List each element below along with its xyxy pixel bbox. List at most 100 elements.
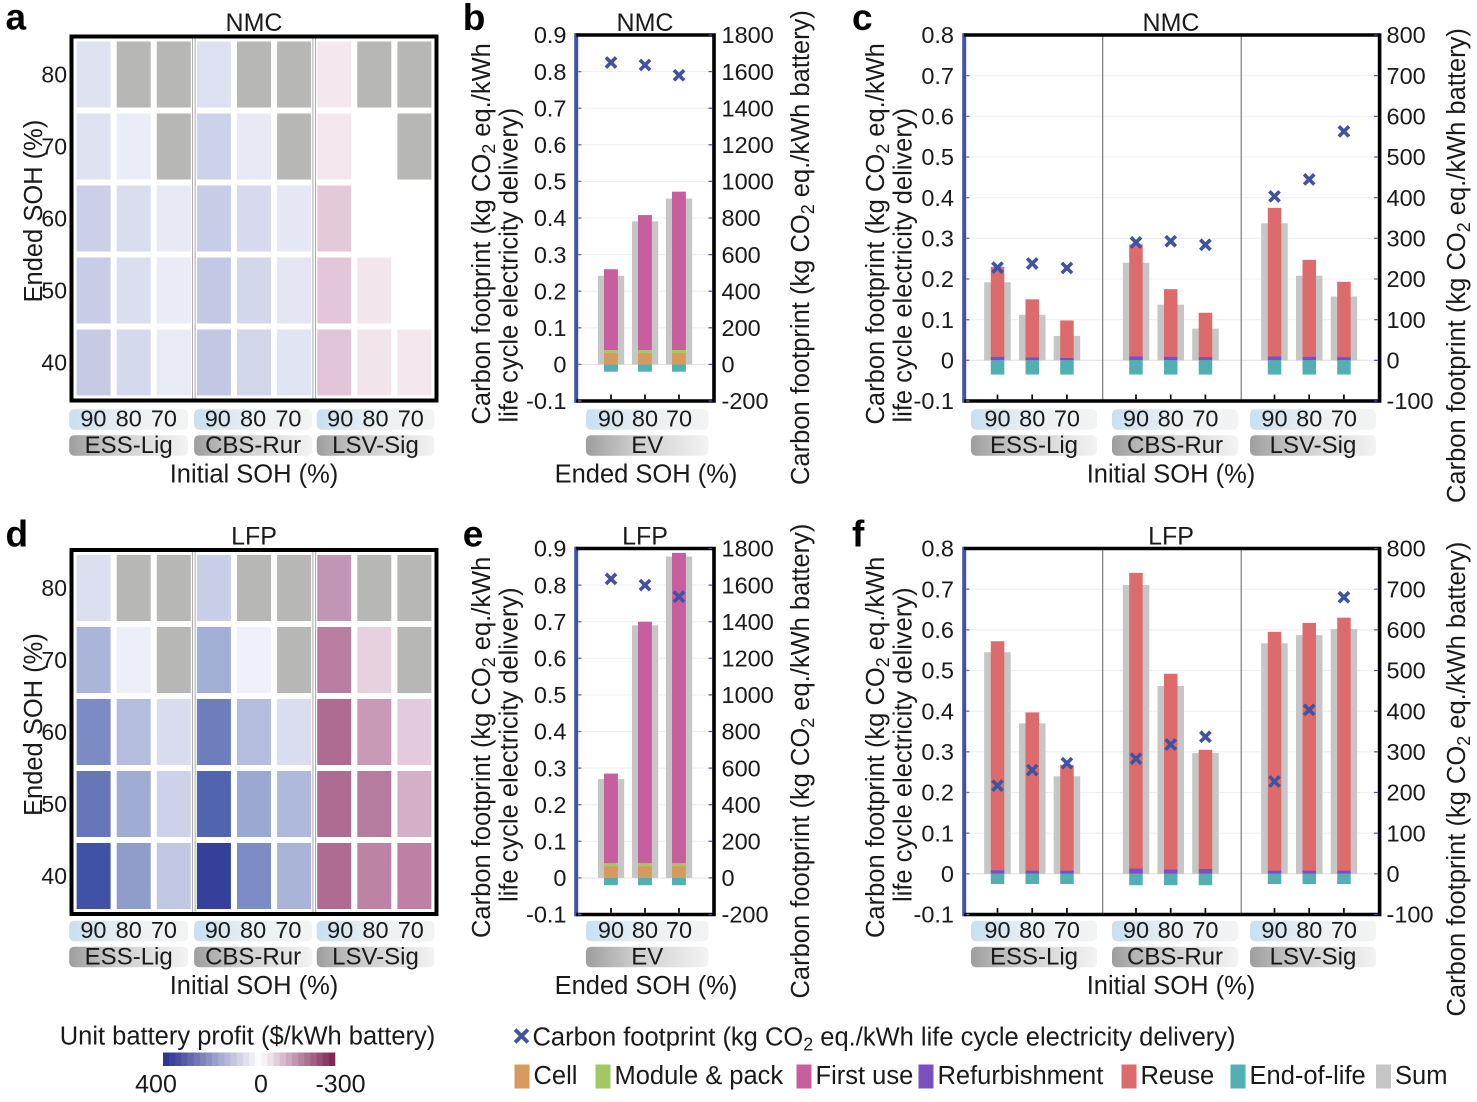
svg-text:Module & pack: Module & pack: [615, 1062, 784, 1090]
svg-text:First use: First use: [816, 1062, 914, 1090]
svg-text:90: 90: [327, 406, 353, 432]
svg-text:Sum: Sum: [1395, 1062, 1447, 1090]
svg-text:LFP: LFP: [231, 523, 277, 551]
svg-text:0.8: 0.8: [534, 572, 567, 598]
svg-text:600: 600: [1387, 617, 1426, 643]
svg-text:0.1: 0.1: [921, 820, 954, 846]
svg-text:70: 70: [275, 406, 301, 432]
svg-text:0.3: 0.3: [921, 739, 954, 765]
svg-text:0.5: 0.5: [921, 658, 954, 684]
svg-text:e: e: [463, 514, 484, 555]
svg-text:70: 70: [41, 647, 67, 673]
svg-text:Initial SOH (%): Initial SOH (%): [1087, 461, 1256, 489]
svg-text:600: 600: [722, 755, 761, 781]
svg-text:0: 0: [553, 352, 566, 378]
svg-text:0: 0: [941, 861, 954, 887]
svg-text:70: 70: [151, 406, 177, 432]
svg-text:0.6: 0.6: [534, 132, 567, 158]
svg-text:Refurbishment: Refurbishment: [938, 1062, 1104, 1090]
svg-text:80: 80: [362, 917, 388, 943]
svg-text:Carbon footprint (kg CO2 eq./k: Carbon footprint (kg CO2 eq./kWh battery…: [1443, 28, 1474, 503]
svg-text:200: 200: [1387, 266, 1426, 292]
svg-text:0.1: 0.1: [534, 829, 567, 855]
svg-text:Ended SOH (%): Ended SOH (%): [20, 120, 48, 303]
svg-text:400: 400: [1387, 698, 1426, 724]
svg-text:70: 70: [398, 917, 424, 943]
svg-text:0.4: 0.4: [921, 698, 954, 724]
svg-text:LFP: LFP: [1148, 523, 1194, 551]
svg-text:-300: -300: [315, 1071, 365, 1099]
svg-text:70: 70: [1054, 406, 1080, 432]
svg-text:a: a: [6, 0, 27, 38]
svg-text:0: 0: [722, 865, 735, 891]
svg-text:800: 800: [1387, 536, 1426, 562]
svg-text:70: 70: [1331, 917, 1357, 943]
svg-text:70: 70: [151, 917, 177, 943]
svg-text:Carbon footprint (kg CO2 eq./k: Carbon footprint (kg CO2 eq./kWh battery…: [787, 10, 818, 485]
svg-text:Carbon footprint (kg CO2 eq./k: Carbon footprint (kg CO2 eq./kWh: [468, 557, 499, 938]
svg-text:50: 50: [41, 791, 67, 817]
svg-text:800: 800: [722, 719, 761, 745]
svg-text:0.5: 0.5: [534, 169, 567, 195]
svg-text:80: 80: [1019, 917, 1045, 943]
svg-text:90: 90: [205, 406, 231, 432]
svg-text:1600: 1600: [722, 572, 774, 598]
svg-text:1400: 1400: [722, 95, 774, 121]
svg-text:700: 700: [1387, 63, 1426, 89]
svg-text:300: 300: [1387, 226, 1426, 252]
svg-text:0.7: 0.7: [921, 576, 954, 602]
svg-text:Initial SOH (%): Initial SOH (%): [170, 972, 339, 1000]
svg-text:EV: EV: [631, 432, 663, 459]
svg-text:80: 80: [362, 406, 388, 432]
svg-text:1000: 1000: [722, 682, 774, 708]
svg-text:70: 70: [666, 406, 692, 432]
svg-text:0.3: 0.3: [921, 226, 954, 252]
svg-text:1000: 1000: [722, 169, 774, 195]
svg-text:CBS-Rur: CBS-Rur: [1127, 944, 1223, 971]
svg-text:70: 70: [41, 134, 67, 160]
svg-text:200: 200: [722, 315, 761, 341]
svg-text:0: 0: [1387, 861, 1400, 887]
svg-text:0.4: 0.4: [534, 719, 567, 745]
svg-text:-0.1: -0.1: [526, 902, 567, 928]
svg-text:0.1: 0.1: [921, 307, 954, 333]
svg-text:EV: EV: [631, 944, 663, 971]
svg-text:ESS-Lig: ESS-Lig: [990, 944, 1078, 971]
svg-text:800: 800: [1387, 22, 1426, 48]
svg-text:90: 90: [1261, 406, 1287, 432]
svg-text:0.2: 0.2: [534, 792, 567, 818]
svg-text:400: 400: [135, 1071, 177, 1099]
svg-text:800: 800: [722, 205, 761, 231]
svg-text:70: 70: [1054, 917, 1080, 943]
svg-text:80: 80: [240, 406, 266, 432]
svg-text:0.4: 0.4: [921, 185, 954, 211]
svg-text:1200: 1200: [722, 132, 774, 158]
svg-text:90: 90: [80, 917, 106, 943]
svg-text:500: 500: [1387, 144, 1426, 170]
svg-text:400: 400: [1387, 185, 1426, 211]
svg-text:90: 90: [80, 406, 106, 432]
svg-text:life cycle electricity deliver: life cycle electricity delivery): [496, 587, 524, 902]
svg-text:NMC: NMC: [617, 9, 674, 37]
svg-text:80: 80: [1019, 406, 1045, 432]
svg-text:700: 700: [1387, 576, 1426, 602]
svg-text:ESS-Lig: ESS-Lig: [990, 432, 1078, 459]
svg-text:0.6: 0.6: [921, 104, 954, 130]
svg-text:90: 90: [598, 406, 624, 432]
svg-text:LFP: LFP: [622, 523, 668, 551]
svg-text:CBS-Rur: CBS-Rur: [205, 944, 301, 971]
svg-text:70: 70: [275, 917, 301, 943]
svg-text:LSV-Sig: LSV-Sig: [1270, 432, 1357, 459]
svg-text:90: 90: [1261, 917, 1287, 943]
svg-text:CBS-Rur: CBS-Rur: [205, 432, 301, 459]
svg-text:Initial SOH (%): Initial SOH (%): [170, 461, 339, 489]
svg-text:-0.1: -0.1: [526, 388, 567, 414]
svg-text:Carbon footprint (kg CO2 eq./k: Carbon footprint (kg CO2 eq./kWh: [468, 43, 499, 424]
svg-text:Initial SOH (%): Initial SOH (%): [1087, 972, 1256, 1000]
svg-text:Ended SOH (%): Ended SOH (%): [555, 972, 738, 1000]
svg-text:90: 90: [327, 917, 353, 943]
svg-text:c: c: [852, 0, 873, 38]
svg-text:0: 0: [553, 865, 566, 891]
svg-text:80: 80: [632, 406, 658, 432]
svg-text:200: 200: [722, 829, 761, 855]
